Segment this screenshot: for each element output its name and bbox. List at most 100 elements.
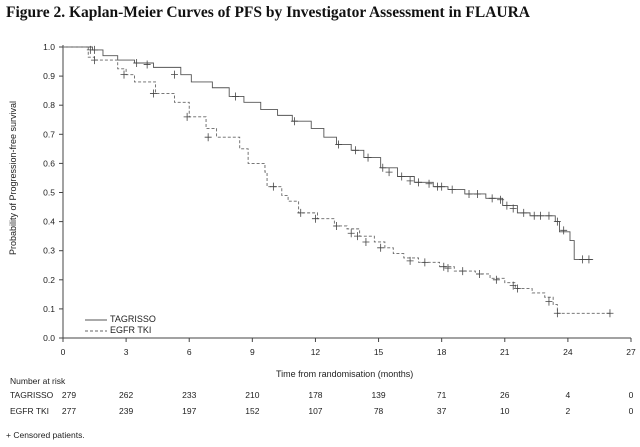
censor-mark [351,146,359,155]
x-tick-label: 9 [250,347,255,357]
censor-mark [488,194,496,203]
x-tick-label: 24 [563,347,573,357]
censor-mark [448,185,456,194]
censor-mark [91,56,99,65]
censor-mark [513,284,521,293]
censor-mark [509,281,517,290]
censor-mark [465,189,473,198]
y-tick-label: 0.2 [43,275,55,285]
censor-mark [297,208,305,217]
censor-mark [133,59,141,68]
censor-mark [606,309,614,318]
censor-mark [398,172,406,181]
censor-mark [364,153,372,162]
risk-cell: 107 [308,406,323,416]
risk-cell: 0 [628,406,634,416]
risk-cell: 0 [628,390,634,400]
x-axis-label: Time from randomisation (months) [276,369,414,379]
risk-cell: 262 [119,390,134,400]
censor-mark [91,45,99,54]
censor-mark [473,189,481,198]
legend-label-egfr-tki: EGFR TKI [110,325,152,335]
censor-mark [444,264,452,273]
x-tick-label: 15 [374,347,384,357]
y-tick-label: 0.5 [43,188,55,198]
risk-cell: 152 [245,406,260,416]
risk-cell: 37 [436,406,447,416]
risk-cell: 233 [182,390,197,400]
risk-row-label-egfr-tki: EGFR TKI [10,406,50,416]
censor-mark [143,60,151,69]
censor-mark [415,178,423,187]
censor-mark [503,201,511,210]
censor-mark [545,297,553,306]
censor-mark [509,204,517,213]
censor-mark [183,112,191,121]
x-tick-label: 21 [500,347,510,357]
risk-cell: 71 [436,390,447,400]
y-tick-label: 0.9 [43,71,55,81]
censor-mark [520,208,528,217]
x-tick-label: 27 [626,347,636,357]
censor-mark [204,133,212,142]
y-tick-label: 1.0 [43,42,55,52]
risk-cell: 2 [565,406,571,416]
censor-mark [553,217,561,226]
censor-mark [440,262,448,271]
y-tick-label: 0.1 [43,304,55,314]
x-tick-label: 6 [187,347,192,357]
censor-mark [476,269,484,278]
km-curve-tagrisso [63,46,594,260]
censor-mark [335,140,343,149]
risk-table-heading: Number at risk [10,376,66,386]
y-tick-label: 0.0 [43,333,55,343]
censor-mark [149,89,157,98]
censor-mark [459,267,467,276]
risk-cell: 10 [500,406,510,416]
legend-swatch-dashed [85,330,107,332]
censor-mark [379,163,387,172]
plot-area: 0.0 0.1 0.2 0.3 0.4 0.5 0.6 0.7 0.8 0.9 1.0 0 3 6 9 12 1… [43,42,636,357]
x-tick-label: 3 [124,347,129,357]
censor-mark [492,275,500,284]
risk-cell: 139 [371,390,386,400]
censor-mark [421,258,429,267]
x-tick-label: 18 [437,347,447,357]
y-tick-label: 0.6 [43,158,55,168]
censor-mark [406,176,414,185]
footnote-censored: + Censored patients. [6,430,85,440]
y-tick-label: 0.4 [43,217,55,227]
censor-mark [553,309,561,318]
censor-mark [290,117,298,126]
censor-mark [269,182,277,191]
x-tick-label: 12 [311,347,321,357]
censor-mark [332,221,340,230]
censor-mark [362,237,370,246]
risk-cell: 26 [500,390,510,400]
censor-mark [354,232,362,241]
censor-mark [377,243,385,252]
censor-mark [530,211,538,220]
censor-mark [406,256,414,265]
censor-mark [537,211,545,220]
risk-cell: 197 [182,406,197,416]
censor-mark [585,255,593,264]
legend-label-tagrisso: TAGRISSO [110,314,156,324]
censor-mark [347,229,355,238]
censor-mark [579,255,587,264]
risk-cell: 4 [565,390,571,400]
censor-mark [560,226,568,235]
y-tick-label: 0.8 [43,100,55,110]
risk-cell: 279 [61,390,77,400]
legend-swatch-solid [85,319,107,321]
censor-mark [170,70,178,79]
censor-mark [232,92,240,101]
y-tick-label: 0.3 [43,246,55,256]
censor-mark [545,211,553,220]
censor-mark [120,70,128,79]
censor-mark [385,168,393,177]
censor-mark [425,179,433,188]
risk-cell: 277 [61,406,77,416]
risk-row-label-tagrisso: TAGRISSO [10,390,54,400]
